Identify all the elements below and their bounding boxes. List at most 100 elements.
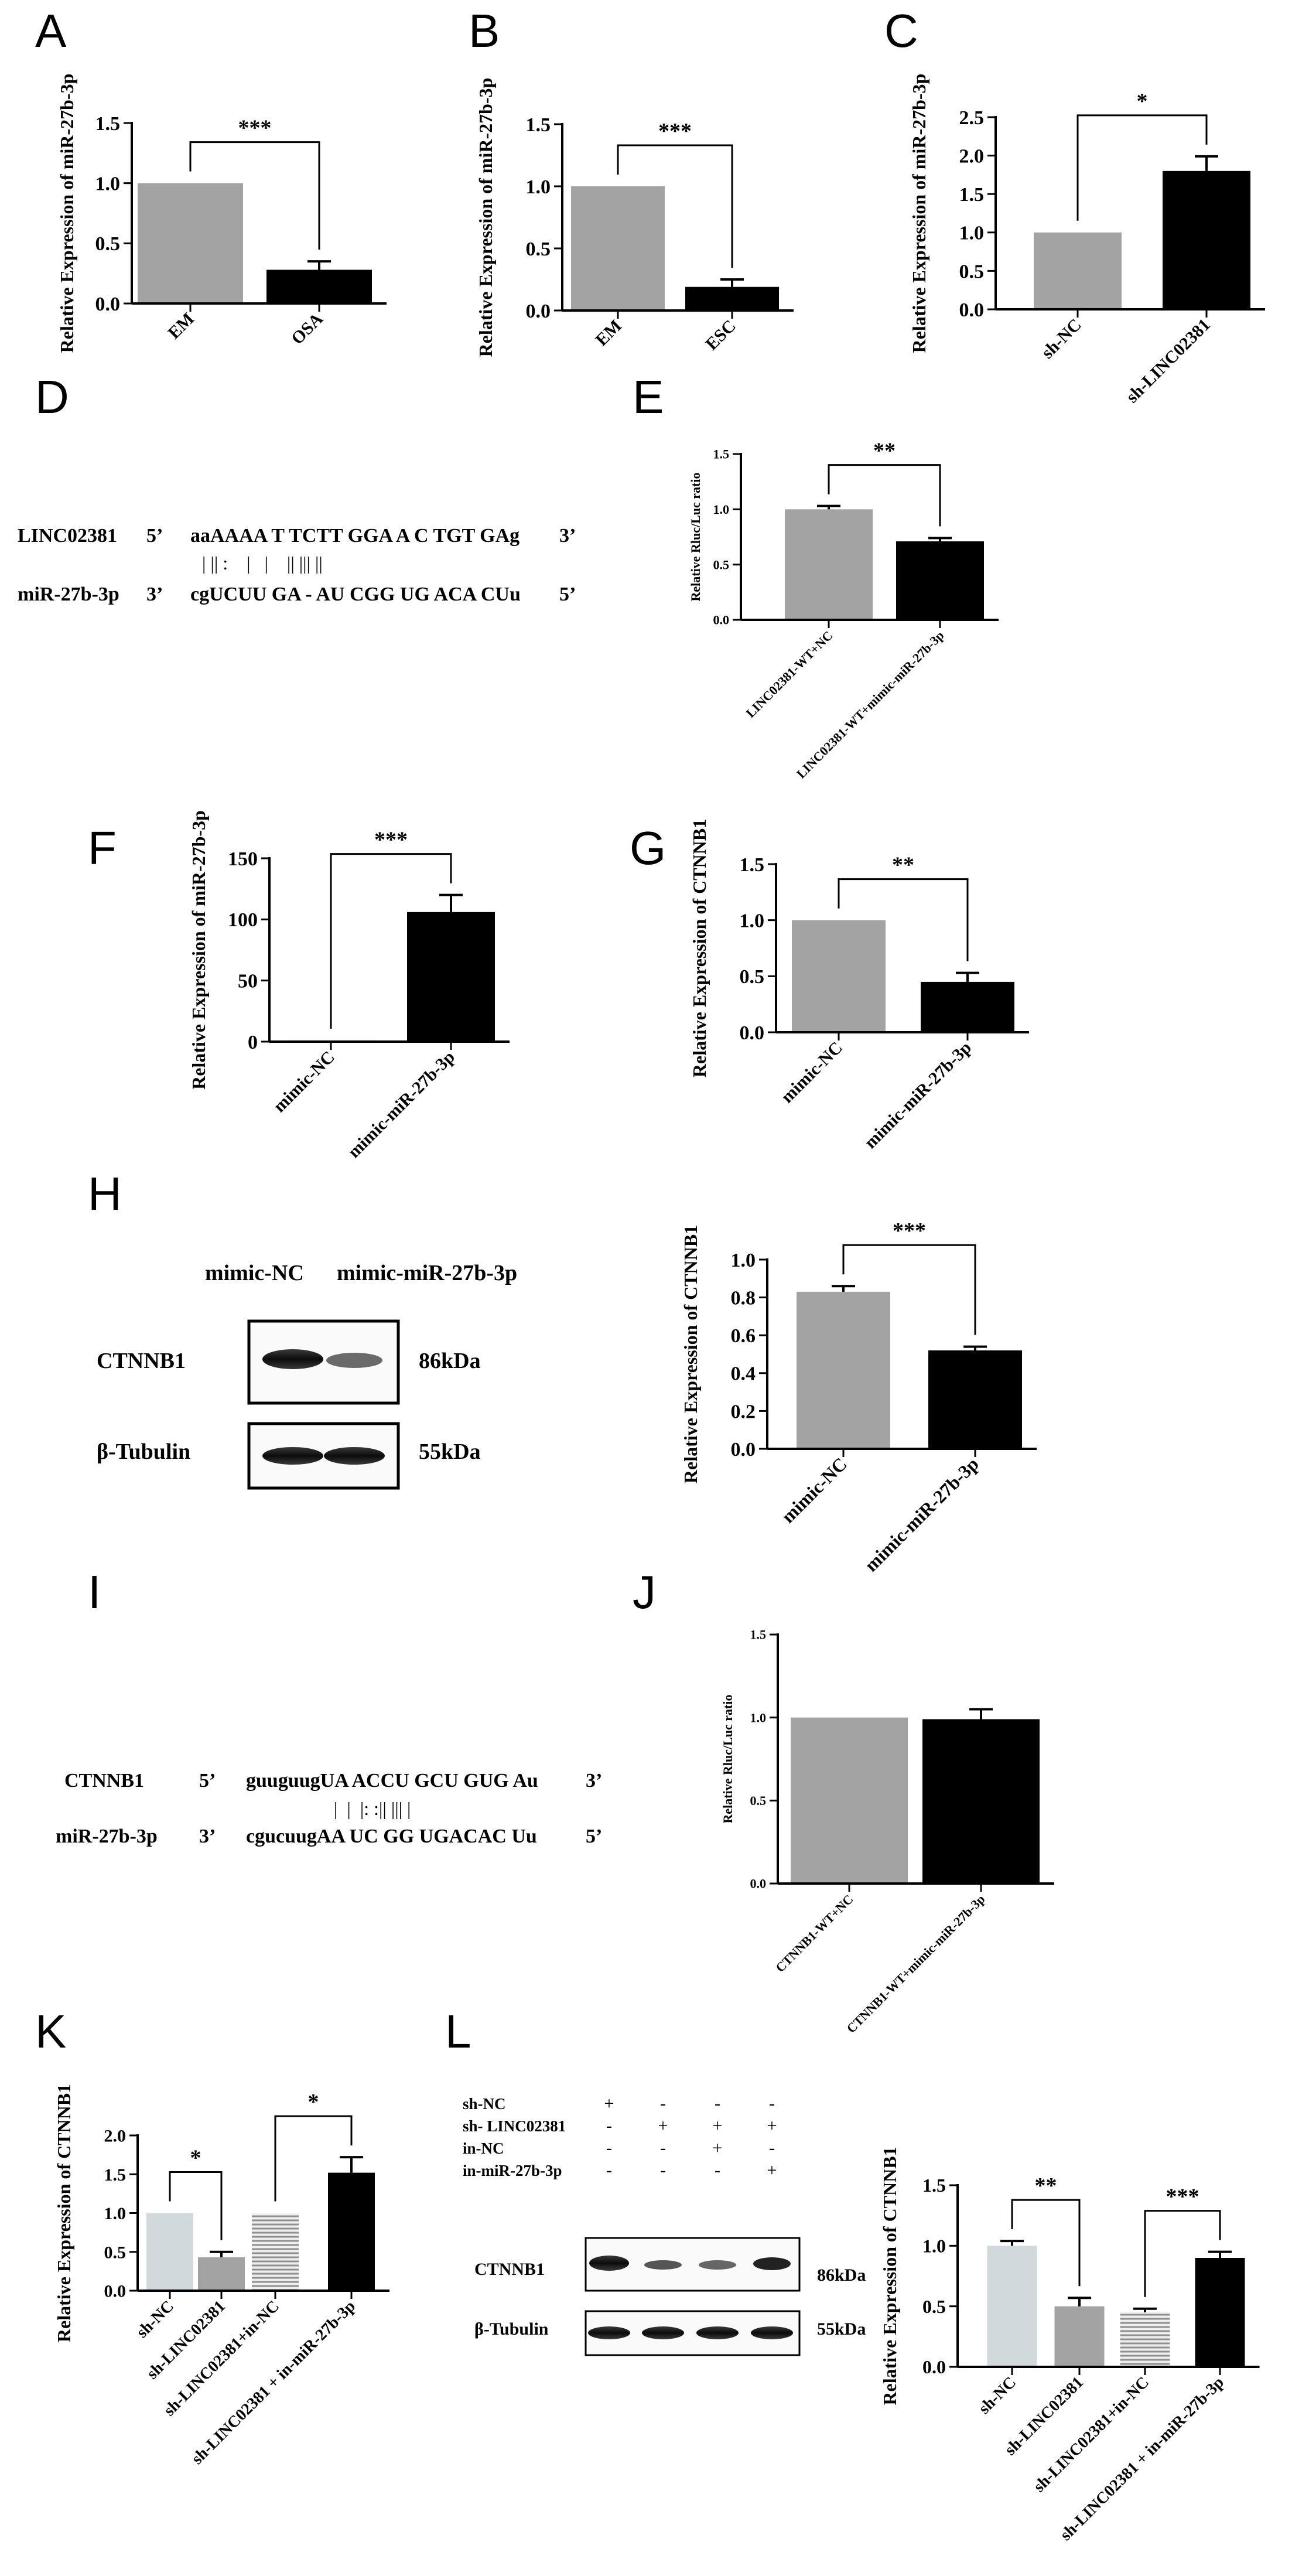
seq-i-pairs: | | |: :|| ||| |	[334, 1798, 411, 1819]
chart-l-errorbar-2	[1068, 2297, 1091, 2307]
blot-l-sign-1-1: +	[604, 2094, 614, 2113]
chart-k-ytick-label-2: 0.5	[104, 2243, 127, 2262]
chart-l-bar-4	[1195, 2258, 1245, 2367]
blot-l-band-1-3	[699, 2260, 736, 2270]
blot-h-lane-1: mimic-NC	[205, 1261, 304, 1285]
blot-h-band-2-2	[324, 1447, 385, 1465]
chart-j-xtick-label-2: CTNNB1-WT+mimic-miR-27b-3p	[843, 1892, 987, 2036]
chart-k-xtick-label-1: sh-NC	[133, 2297, 177, 2342]
chart-f-significance-1: ***	[330, 828, 452, 1029]
blot-h-band-1-2	[326, 1353, 382, 1368]
chart-b-ytick-label-2: 0.5	[526, 238, 551, 260]
chart-c-ytick-label-6: 2.5	[959, 107, 985, 129]
panel-label-e: E	[633, 371, 664, 423]
blot-l-band-1-1	[589, 2256, 629, 2271]
chart-k-bar-2	[198, 2257, 245, 2291]
chart-a-ytick-label-2: 0.5	[95, 233, 121, 255]
blot-l-size-1: 86kDa	[817, 2265, 866, 2285]
chart-h-ytick-label-3: 0.4	[731, 1363, 756, 1385]
seq-d-top-5: 5’	[146, 525, 163, 547]
chart-l-errorbar-3	[1133, 2307, 1157, 2312]
panel-label-d: D	[35, 371, 69, 423]
blot-l-sign-2-1: -	[606, 2116, 612, 2135]
blot-l-band-2-4	[751, 2326, 793, 2339]
chart-f-ytick-label-2: 50	[238, 971, 258, 992]
chart-e-errorbar-2	[928, 537, 952, 542]
chart-j-xtick-label-1: CTNNB1-WT+NC	[773, 1892, 856, 1975]
chart-a-bar-2	[266, 269, 372, 303]
chart-l-errorbar-1	[1000, 2240, 1024, 2246]
chart-a-ylabel: Relative Expression of miR-27b-3p	[56, 74, 77, 353]
chart-a-xtick-label-2: OSA	[288, 309, 327, 348]
seq-d-bottom-seq: cgUCUU GA - AU CGG UG ACA CUu	[190, 584, 521, 605]
chart-f-ytick-label-4: 150	[228, 848, 258, 870]
chart-b-xtick-label-2: ESC	[702, 316, 740, 354]
blot-l-band-2-2	[642, 2326, 684, 2339]
chart-g-ytick-label-4: 1.5	[740, 854, 765, 876]
chart-l-ytick-label-2: 0.5	[922, 2296, 946, 2317]
chart-l-ytick-label-3: 1.0	[922, 2236, 946, 2257]
chart-a-bar-1	[138, 183, 243, 303]
seq-i-bottom-seq: cgucuugAA UC GG UGACAC Uu	[246, 1826, 537, 1847]
chart-l-bar-2	[1054, 2306, 1105, 2367]
chart-b-errorbar-2	[720, 278, 744, 287]
seq-i-bottom-5: 5’	[586, 1826, 602, 1847]
chart-k-errorbar-4	[340, 2156, 363, 2173]
chart-f-ylabel: Relative Expression of miR-27b-3p	[188, 810, 209, 1090]
chart-e-ytick-label-3: 1.0	[713, 502, 730, 517]
chart-k: 0.00.51.01.52.0sh-NCsh-LINC02381sh-LINC0…	[53, 2084, 389, 2468]
chart-e-ytick-label-1: 0.0	[713, 613, 730, 627]
blot-l-band-2-3	[696, 2326, 739, 2339]
chart-h-significance-label-1: ***	[893, 1219, 926, 1243]
chart-e-ylabel: Relative Rluc/Luc ratio	[688, 473, 703, 602]
chart-e-bar-1	[785, 509, 873, 620]
chart-a-errorbar-2	[307, 260, 331, 270]
chart-h-xtick-label-1: mimic-NC	[777, 1453, 851, 1527]
panel-label-g: G	[630, 822, 666, 874]
blot-l-sign-4-2: -	[660, 2161, 666, 2180]
chart-c-xtick-label-2: sh-LINC02381	[1122, 315, 1214, 407]
seq-d-bottom-name: miR-27b-3p	[18, 584, 119, 605]
chart-a-ytick-label-4: 1.5	[95, 113, 121, 135]
chart-f-ytick-label-1: 0	[248, 1032, 258, 1053]
panel-label-h: H	[88, 1168, 122, 1220]
chart-h-xtick-label-2: mimic-miR-27b-3p	[860, 1453, 983, 1575]
blot-l-cond-4: in-miR-27b-3p	[463, 2162, 562, 2179]
chart-l-significance-1: **	[1011, 2174, 1081, 2287]
panel-label-b: B	[469, 5, 500, 57]
western-blot-l: sh-NC sh- LINC02381 in-NC in-miR-27b-3p …	[463, 2094, 866, 2356]
seq-d-top-seq: aaAAAA T TCTT GGA A C TGT GAg	[190, 525, 520, 547]
chart-l-bar-1	[987, 2246, 1037, 2367]
chart-e-significance-label-1: **	[873, 439, 896, 463]
blot-l-sign-2-4: +	[767, 2116, 777, 2135]
chart-g-bar-2	[921, 981, 1014, 1032]
chart-h-errorbar-1	[832, 1285, 855, 1292]
blot-l-cond-3: in-NC	[463, 2140, 504, 2157]
panel-label-a: A	[35, 5, 67, 57]
chart-a-significance-label-1: ***	[238, 116, 272, 141]
chart-k-ytick-label-1: 0.0	[104, 2282, 127, 2301]
blot-l-sign-1-4: -	[769, 2094, 775, 2113]
chart-b-bar-1	[571, 186, 665, 311]
blot-l-protein-2: β-Tubulin	[474, 2319, 549, 2339]
seq-d-top-name: LINC02381	[18, 525, 117, 547]
chart-k-bar-1	[146, 2213, 193, 2291]
chart-k-significance-2: *	[274, 2090, 353, 2202]
chart-l-significance-label-1: **	[1035, 2174, 1057, 2198]
chart-b-significance-1: ***	[617, 119, 733, 268]
chart-e-ytick-label-4: 1.5	[713, 447, 730, 462]
sequence-alignment-d: LINC02381 5’ aaAAAA T TCTT GGA A C TGT G…	[18, 525, 576, 605]
chart-l-bar-3	[1120, 2312, 1170, 2367]
chart-a-ytick-label-3: 1.0	[95, 173, 121, 195]
chart-l-ytick-label-4: 1.5	[922, 2175, 946, 2196]
blot-l-protein-1: CTNNB1	[474, 2260, 545, 2279]
chart-j-ytick-label-1: 0.0	[750, 1876, 767, 1891]
chart-j-ytick-label-3: 1.0	[750, 1710, 767, 1725]
chart-e-bar-2	[896, 541, 984, 620]
panel-label-c: C	[884, 5, 918, 57]
seq-i-top-5: 5’	[199, 1770, 216, 1792]
panel-labels: A B C D E F G H I J K L	[35, 5, 918, 2058]
chart-j-ytick-label-4: 1.5	[750, 1628, 767, 1642]
seq-d-pairs: | || : | | || ||| ||	[202, 552, 323, 574]
